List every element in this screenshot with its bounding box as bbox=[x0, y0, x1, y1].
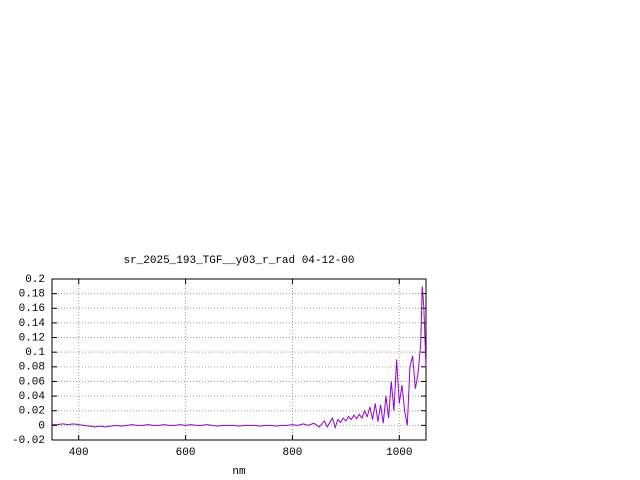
x-tick-label: 400 bbox=[69, 447, 89, 459]
y-tick-label: 0.14 bbox=[19, 318, 46, 330]
data-line bbox=[52, 286, 427, 430]
x-axis-label: nm bbox=[232, 466, 246, 478]
y-tick-label: 0.04 bbox=[19, 391, 46, 403]
y-tick-label: 0.06 bbox=[19, 376, 45, 388]
y-tick-label: 0 bbox=[38, 420, 45, 432]
y-tick-label: 0.02 bbox=[19, 406, 45, 418]
y-tick-label: 0.2 bbox=[25, 274, 45, 286]
x-tick-label: 800 bbox=[283, 447, 303, 459]
y-tick-label: 0.16 bbox=[19, 303, 45, 315]
y-tick-label: 0.12 bbox=[19, 332, 45, 344]
y-tick-label: 0.18 bbox=[19, 289, 45, 301]
chart-title: sr_2025_193_TGF__y03_r_rad 04-12-00 bbox=[123, 255, 354, 267]
y-tick-label: 0.08 bbox=[19, 362, 45, 374]
y-tick-label: -0.02 bbox=[12, 435, 45, 447]
y-tick-label: 0.1 bbox=[25, 347, 45, 359]
x-tick-label: 1000 bbox=[386, 447, 412, 459]
x-tick-label: 600 bbox=[176, 447, 196, 459]
